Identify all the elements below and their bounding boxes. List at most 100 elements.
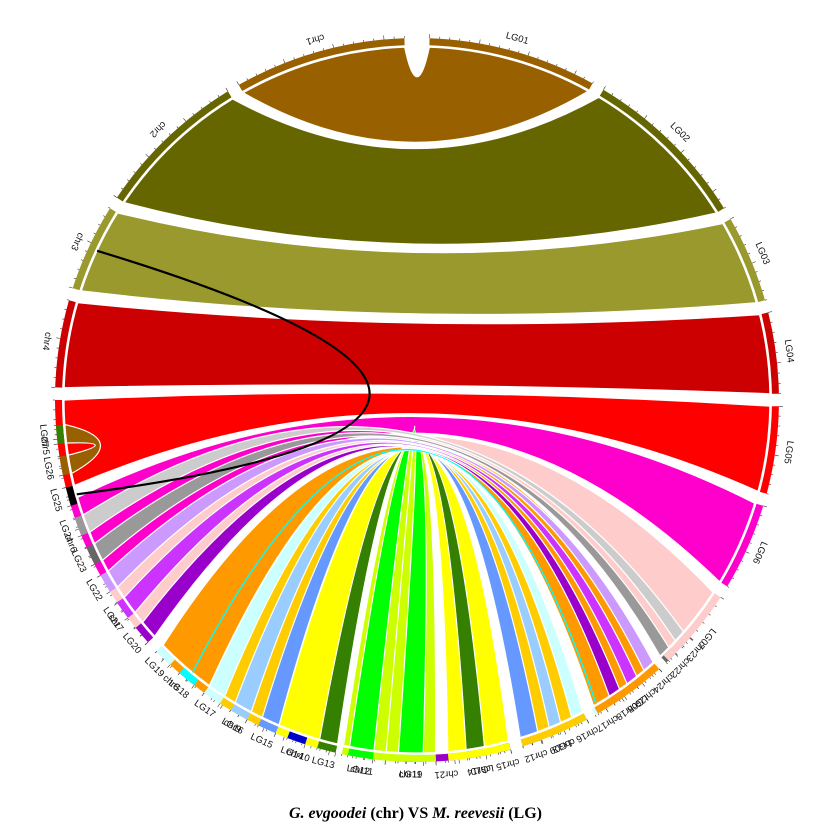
ideogram-chr4 — [55, 300, 76, 388]
label-lg10: LG10 — [470, 762, 495, 777]
tick-mark — [56, 337, 61, 339]
tick-mark — [458, 759, 460, 764]
tick-mark — [674, 653, 679, 657]
tick-mark — [720, 596, 725, 600]
tick-mark — [504, 751, 506, 754]
ideogram-chr5 — [55, 400, 73, 488]
tick-mark — [764, 299, 767, 301]
ideogram-lg14 — [287, 731, 308, 745]
tick-mark — [66, 496, 69, 498]
label-chr3: chr3 — [68, 231, 86, 252]
tick-mark — [67, 299, 70, 301]
ideogram-lg26 — [59, 455, 70, 476]
ideogram-lg21 — [116, 598, 134, 618]
tick-mark — [675, 652, 678, 655]
tick-mark — [644, 681, 647, 684]
tick-mark — [121, 187, 123, 190]
tick-mark — [611, 93, 614, 96]
label-chr5: chr5 — [38, 436, 51, 456]
tick-mark — [558, 733, 560, 736]
tick-mark — [103, 583, 106, 585]
tick-mark — [229, 710, 231, 713]
tick-mark — [170, 665, 172, 668]
tick-mark — [108, 206, 111, 209]
tick-mark — [115, 602, 118, 604]
tick-mark — [659, 129, 662, 132]
link-chr5-lg05 — [63, 392, 771, 493]
link-chr24-lg22 — [107, 437, 654, 672]
tick-mark — [84, 250, 88, 252]
tick-mark — [98, 575, 101, 577]
tick-mark — [735, 226, 738, 228]
tick-mark — [586, 719, 590, 724]
chromosome-ideograms — [51, 34, 783, 766]
label-lg26: LG26 — [41, 456, 56, 481]
label-lg20: LG20 — [120, 631, 143, 656]
tick-mark — [53, 438, 58, 440]
tick-mark — [550, 736, 552, 739]
tick-mark — [568, 728, 571, 731]
tick-mark — [563, 730, 567, 735]
label-chr19: chr19 — [399, 769, 423, 780]
ideogram-lg16 — [230, 704, 251, 720]
tick-mark — [522, 746, 524, 749]
link-chr14-lg13 — [319, 439, 486, 751]
tick-mark — [644, 115, 648, 119]
tick-mark — [77, 535, 82, 538]
link-chr2-lg02 — [123, 96, 718, 245]
tick-mark — [145, 154, 149, 158]
tick-mark — [751, 261, 756, 264]
tick-mark — [605, 708, 608, 711]
tick-mark — [649, 677, 652, 679]
tick-mark — [651, 123, 654, 126]
tick-mark — [70, 509, 73, 511]
label-chr12: chr12 — [523, 747, 549, 765]
tick-mark — [225, 87, 229, 92]
tick-mark — [760, 514, 763, 517]
tick-mark — [510, 749, 512, 754]
label-lg27: LG27 — [37, 424, 50, 448]
tick-mark — [527, 51, 530, 56]
tick-mark — [273, 733, 276, 738]
tick-mark — [651, 675, 654, 677]
tick-mark — [144, 641, 149, 646]
tick-mark — [696, 630, 699, 632]
label-lg01: LG01 — [505, 30, 530, 47]
tick-mark — [532, 743, 534, 746]
tick-mark — [186, 679, 188, 682]
tick-mark — [668, 660, 671, 663]
tick-mark — [282, 736, 285, 741]
tick-mark — [637, 687, 639, 689]
tick-mark — [120, 609, 123, 612]
tick-mark — [768, 311, 773, 313]
tick-mark — [98, 223, 101, 226]
link-chr12-lg15 — [261, 446, 539, 739]
tick-mark — [454, 759, 456, 765]
tick-mark — [748, 252, 751, 255]
tick-mark — [66, 505, 71, 508]
label-lg22: LG22 — [83, 578, 104, 604]
tick-mark — [718, 198, 721, 200]
ideogram-lg19 — [156, 646, 175, 665]
tick-mark — [210, 698, 213, 701]
tick-mark — [161, 657, 164, 660]
tick-mark — [257, 725, 259, 728]
tick-mark — [200, 106, 203, 109]
tick-mark — [674, 143, 676, 146]
ideogram-lg01 — [429, 38, 593, 90]
ideogram-lg12 — [347, 748, 374, 760]
label-chr1: chr1 — [305, 31, 326, 47]
tick-mark — [658, 668, 663, 673]
tick-mark — [295, 741, 297, 744]
tick-mark — [113, 602, 118, 606]
tick-mark — [286, 737, 288, 740]
tick-mark — [583, 76, 585, 79]
tick-mark — [316, 747, 318, 750]
ideogram-lg23 — [86, 544, 101, 565]
caption-species-2: M. reevesii — [432, 805, 505, 822]
tick-mark — [328, 751, 330, 756]
link-chr18-lg20 — [141, 444, 621, 698]
ideogram-lg20 — [135, 623, 154, 643]
tick-mark — [80, 259, 84, 261]
tick-mark — [127, 619, 130, 621]
